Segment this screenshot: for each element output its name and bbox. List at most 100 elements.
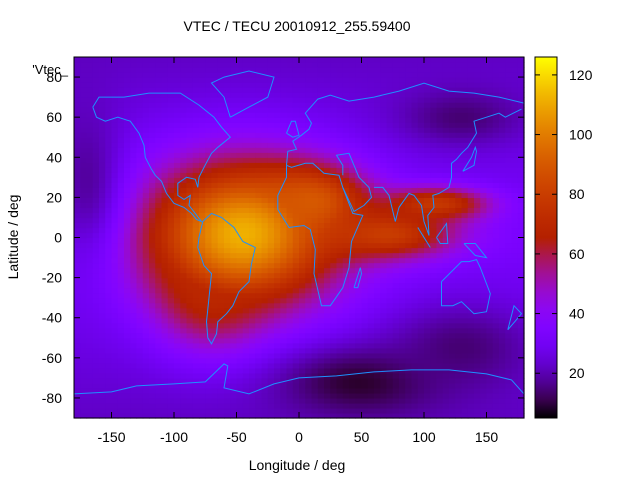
heatmap-cell xyxy=(449,307,456,314)
heatmap-cell xyxy=(267,107,275,113)
heatmap-cell xyxy=(317,402,325,409)
heatmap-cell xyxy=(349,327,356,334)
heatmap-cell xyxy=(467,187,475,193)
heatmap-cell xyxy=(111,197,119,203)
heatmap-cell xyxy=(161,102,169,108)
heatmap-cell xyxy=(436,92,444,98)
heatmap-cell xyxy=(224,257,231,264)
heatmap-cell xyxy=(361,357,369,364)
heatmap-cell xyxy=(486,347,494,354)
heatmap-cell xyxy=(242,162,250,168)
heatmap-cell xyxy=(467,297,475,304)
heatmap-cell xyxy=(305,87,313,93)
heatmap-cell xyxy=(236,157,244,163)
heatmap-cell xyxy=(380,57,388,63)
heatmap-cell xyxy=(80,107,88,113)
heatmap-cell xyxy=(161,402,169,409)
heatmap-cell xyxy=(217,227,225,234)
heatmap-cell xyxy=(267,182,275,188)
heatmap-cell xyxy=(205,167,213,173)
heatmap-cell xyxy=(442,362,450,369)
heatmap-cell xyxy=(436,167,444,173)
heatmap-cell xyxy=(280,72,288,78)
heatmap-cell xyxy=(336,327,344,334)
heatmap-cell xyxy=(167,157,175,163)
heatmap-cell xyxy=(211,172,219,178)
heatmap-cell xyxy=(242,127,250,133)
heatmap-cell xyxy=(305,152,313,158)
heatmap-cell xyxy=(424,392,431,399)
heatmap-cell xyxy=(374,127,381,133)
heatmap-cell xyxy=(299,307,306,314)
heatmap-cell xyxy=(499,277,506,284)
heatmap-cell xyxy=(324,127,331,133)
heatmap-cell xyxy=(186,107,194,113)
heatmap-cell xyxy=(367,262,375,269)
heatmap-cell xyxy=(411,227,419,234)
heatmap-cell xyxy=(117,162,125,168)
heatmap-cell xyxy=(436,292,444,299)
heatmap-cell xyxy=(267,217,275,224)
heatmap-cell xyxy=(105,357,113,364)
heatmap-cell xyxy=(130,107,138,113)
heatmap-cell xyxy=(105,167,113,173)
heatmap-cell xyxy=(342,352,350,359)
heatmap-cell xyxy=(280,402,288,409)
heatmap-cell xyxy=(224,372,231,379)
heatmap-cell xyxy=(86,147,94,153)
heatmap-cell xyxy=(480,132,488,138)
heatmap-cell xyxy=(436,227,444,234)
heatmap-cell xyxy=(92,332,100,339)
heatmap-cell xyxy=(124,377,131,384)
heatmap-cell xyxy=(486,77,494,83)
heatmap-cell xyxy=(111,352,119,359)
heatmap-cell xyxy=(80,322,88,329)
heatmap-cell xyxy=(349,302,356,309)
heatmap-cell xyxy=(461,397,469,404)
heatmap-cell xyxy=(324,287,331,294)
heatmap-cell xyxy=(411,247,419,254)
heatmap-cell xyxy=(305,362,313,369)
heatmap-cell xyxy=(330,107,338,113)
heatmap-cell xyxy=(455,57,463,63)
heatmap-cell xyxy=(417,337,425,344)
heatmap-cell xyxy=(261,312,269,319)
heatmap-cell xyxy=(355,347,363,354)
heatmap-cell xyxy=(236,127,244,133)
heatmap-cell xyxy=(399,267,406,274)
heatmap-cell xyxy=(74,202,81,209)
heatmap-cell xyxy=(367,172,375,178)
heatmap-cell xyxy=(86,322,94,329)
heatmap-cell xyxy=(336,267,344,274)
heatmap-cell xyxy=(399,342,406,349)
heatmap-cell xyxy=(311,302,319,309)
heatmap-cell xyxy=(417,227,425,234)
heatmap-cell xyxy=(105,392,113,399)
heatmap-cell xyxy=(86,162,94,168)
heatmap-cell xyxy=(342,307,350,314)
heatmap-cell xyxy=(480,347,488,354)
heatmap-cell xyxy=(217,112,225,118)
heatmap-cell xyxy=(311,212,319,219)
heatmap-cell xyxy=(299,402,306,409)
heatmap-cell xyxy=(499,267,506,274)
heatmap-cell xyxy=(86,187,94,193)
heatmap-cell xyxy=(286,192,294,198)
heatmap-cell xyxy=(255,152,263,158)
heatmap-cell xyxy=(74,367,81,374)
heatmap-cell xyxy=(492,302,500,309)
heatmap-cell xyxy=(355,217,363,224)
heatmap-cell xyxy=(374,367,381,374)
heatmap-cell xyxy=(336,217,344,224)
heatmap-cell xyxy=(192,412,200,419)
heatmap-cell xyxy=(424,247,431,254)
heatmap-cell xyxy=(311,197,319,203)
heatmap-cell xyxy=(286,237,294,244)
heatmap-cell xyxy=(324,357,331,364)
heatmap-cell xyxy=(411,82,419,88)
heatmap-cell xyxy=(155,257,163,264)
heatmap-cell xyxy=(117,102,125,108)
heatmap-cell xyxy=(311,222,319,229)
heatmap-cell xyxy=(386,377,394,384)
heatmap-cell xyxy=(292,372,300,379)
